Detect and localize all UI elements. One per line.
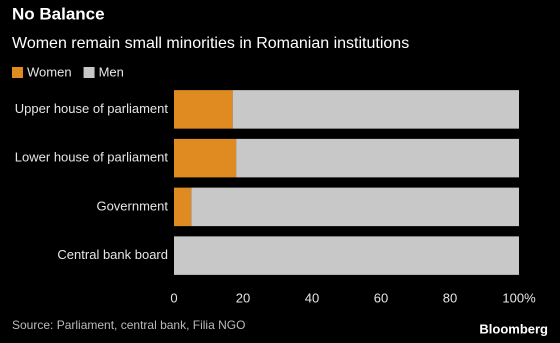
bar-segment xyxy=(232,90,519,129)
legend-label: Men xyxy=(99,64,124,79)
bar-segment xyxy=(236,138,519,178)
y-tick-label: Government xyxy=(96,198,168,213)
bar-segment xyxy=(174,236,519,275)
x-tick-label: 100% xyxy=(502,290,536,305)
legend-swatch xyxy=(83,67,95,78)
bar-segment xyxy=(174,90,233,129)
logo: Bloomberg xyxy=(479,321,548,336)
x-tick-label: 60 xyxy=(374,290,388,305)
x-tick-label: 40 xyxy=(305,290,319,305)
bar-segment xyxy=(174,187,192,227)
y-tick-label: Lower house of parliament xyxy=(15,150,169,165)
chart-title: No Balance xyxy=(12,4,105,23)
y-tick-label: Upper house of parliament xyxy=(15,101,169,116)
x-tick-label: 20 xyxy=(236,290,250,305)
legend-swatch xyxy=(12,67,23,78)
y-tick-label: Central bank board xyxy=(57,247,168,262)
x-tick-label: 0 xyxy=(170,290,177,305)
chart-subtitle: Women remain small minorities in Romania… xyxy=(12,35,409,52)
bar-segment xyxy=(191,187,519,227)
bar-segment xyxy=(174,138,237,178)
source: Source: Parliament, central bank, Filia … xyxy=(12,318,245,332)
legend-label: Women xyxy=(27,64,72,79)
x-tick-label: 80 xyxy=(443,290,457,305)
